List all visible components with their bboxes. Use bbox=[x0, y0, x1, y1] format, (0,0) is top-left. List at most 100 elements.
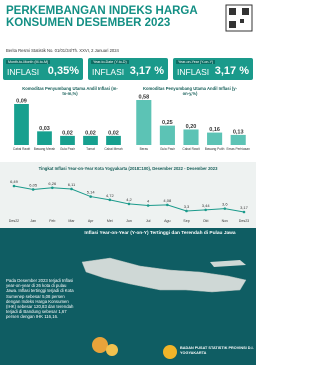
point bbox=[108, 198, 112, 202]
value-label: 0,20 bbox=[186, 124, 197, 130]
subtitle: Berita Resmi Statistik No. 01/01/34/Th. … bbox=[6, 48, 119, 53]
map-band bbox=[0, 228, 256, 365]
indicator-label: Year-to-Date (Y-to-D) bbox=[91, 60, 129, 64]
category-label: Bawang Putih bbox=[205, 147, 225, 151]
background bbox=[0, 4, 256, 365]
category-label: Jun bbox=[126, 219, 132, 223]
indicator-value: 3,17 % bbox=[129, 65, 164, 77]
charts: 0,09 Cabai Rawit 0,03 Bawang Merah 0,02 Gula … bbox=[9, 95, 251, 224]
bar bbox=[106, 135, 121, 145]
point bbox=[223, 207, 227, 210]
category-label: Cabai Rawit bbox=[182, 147, 199, 151]
value-label: 0,02 bbox=[85, 130, 96, 136]
category-label: Apr bbox=[88, 219, 94, 223]
point bbox=[166, 203, 169, 207]
indicator-box: Year-on-Year (Y-on-Y) INFLASI 3,17 % bbox=[173, 58, 253, 80]
point bbox=[127, 202, 131, 206]
value-label: 6,26 bbox=[48, 181, 57, 186]
java-map bbox=[81, 257, 247, 293]
category-label: Emas Perhiasan bbox=[227, 147, 251, 151]
bar bbox=[159, 125, 175, 145]
value-label: 4 bbox=[147, 199, 150, 204]
category-label: Agu bbox=[164, 219, 170, 223]
point bbox=[12, 184, 16, 188]
page: { "header": { "title": "PERKEMBANGAN IND… bbox=[0, 4, 256, 365]
value-label: 0,09 bbox=[16, 99, 27, 105]
value-label: 3,17 bbox=[240, 205, 249, 210]
qr-part bbox=[240, 19, 244, 23]
chart-title: Komoditas Penyumbang Utama Andil Inflasi… bbox=[22, 86, 118, 96]
value-label: 4,72 bbox=[106, 193, 115, 198]
category-label: Jan bbox=[30, 219, 36, 223]
point bbox=[51, 186, 54, 190]
category-label: Mar bbox=[68, 219, 75, 223]
map-text: Pada Desember 2023 terjadi Inflasi year-… bbox=[6, 278, 74, 320]
indicator-value: 0,35% bbox=[47, 65, 79, 77]
bar bbox=[60, 135, 75, 145]
category-label: Nov bbox=[222, 219, 229, 223]
qr-part bbox=[229, 8, 236, 15]
point bbox=[31, 188, 35, 191]
chart-title: Tingkat Inflasi Year-on-Year Kota Yogyak… bbox=[38, 166, 218, 171]
bar bbox=[207, 132, 223, 145]
point bbox=[89, 195, 92, 198]
indicator-name: INFLASI bbox=[177, 67, 210, 77]
logo bbox=[163, 345, 177, 359]
map-title: Inflasi Year-on-Year (Y-on-Y) Tertinggi … bbox=[84, 231, 236, 236]
coin-icon bbox=[92, 337, 108, 353]
bar bbox=[136, 100, 152, 145]
footer: BADAN PUSAT STATISTIK PROVINSI D.I. YOGY… bbox=[180, 346, 254, 355]
bar bbox=[83, 135, 98, 145]
value-label: 0,03 bbox=[39, 126, 50, 132]
chart-title: Komoditas Penyumbang Utama Andil Inflasi… bbox=[142, 86, 238, 96]
value-label: 0,58 bbox=[138, 95, 149, 101]
bar bbox=[37, 131, 52, 145]
category-label: Sep bbox=[183, 219, 189, 223]
point bbox=[146, 204, 150, 207]
madura-map bbox=[210, 260, 246, 267]
category-label: Okt bbox=[203, 219, 209, 223]
category-label: Cabai Rawit bbox=[13, 147, 30, 151]
value-label: 3,44 bbox=[202, 203, 211, 208]
qr-part bbox=[229, 21, 236, 28]
value-label: 3,3 bbox=[184, 204, 190, 209]
point bbox=[70, 187, 73, 191]
indicator-value: 3,17 % bbox=[214, 65, 249, 77]
category-label: Beras bbox=[140, 147, 149, 151]
point bbox=[204, 208, 207, 212]
value-label: 6,11 bbox=[68, 182, 76, 187]
category-label: Gula Pasir bbox=[60, 147, 76, 151]
line-band bbox=[0, 162, 256, 228]
indicator-box: Month-to-Month (M-to-M) INFLASI 0,35% bbox=[3, 58, 83, 80]
category-label: Jul bbox=[146, 219, 151, 223]
value-label: 5,14 bbox=[87, 190, 96, 195]
indicator-label: Month-to-Month (M-to-M) bbox=[6, 60, 51, 64]
title: PERKEMBANGAN INDEKS HARGA KONSUMEN DESEM… bbox=[6, 5, 198, 29]
value-label: 4,08 bbox=[163, 198, 172, 203]
category-label: Des22 bbox=[9, 219, 19, 223]
indicator-label: Year-on-Year (Y-on-Y) bbox=[176, 60, 216, 64]
value-label: 6,49 bbox=[10, 179, 19, 184]
category-label: Mei bbox=[107, 219, 113, 223]
indicator-name: INFLASI bbox=[7, 67, 40, 77]
bar bbox=[230, 134, 246, 145]
category-label: Gula Pasir bbox=[160, 147, 176, 151]
value-label: 4,2 bbox=[126, 197, 132, 202]
coin-icon bbox=[106, 344, 118, 356]
bar bbox=[183, 129, 199, 145]
indicator-box: Year-to-Date (Y-to-D) INFLASI 3,17 % bbox=[88, 58, 168, 80]
value-label: 0,02 bbox=[108, 130, 119, 136]
value-label: 0,13 bbox=[233, 129, 244, 135]
value-label: 3,6 bbox=[222, 202, 228, 207]
category-label: Tomat bbox=[86, 147, 95, 151]
category-label: Des23 bbox=[239, 219, 249, 223]
value-label: 0,02 bbox=[62, 130, 73, 136]
category-label: Bawang Merah bbox=[34, 147, 56, 151]
category-label: Cabai Merah bbox=[104, 147, 122, 151]
indicator-name: INFLASI bbox=[92, 67, 125, 77]
value-label: 6,05 bbox=[29, 182, 38, 187]
category-label: Feb bbox=[49, 219, 55, 223]
point bbox=[185, 209, 188, 213]
value-label: 0,16 bbox=[209, 127, 220, 133]
point bbox=[242, 210, 246, 214]
